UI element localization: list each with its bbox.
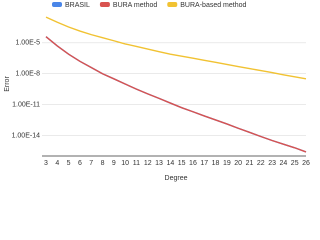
x-tick-label: 23 (268, 160, 276, 167)
x-tick-label: 15 (178, 160, 186, 167)
x-tick-label: 7 (89, 160, 93, 167)
x-tick-label: 8 (101, 160, 105, 167)
y-tick-label: 1.00E-8 (15, 71, 40, 78)
chart: Degree Error 1.00E-5 1.00E-8 1.00E-11 1.00E… (4, 2, 310, 182)
x-tick-label: 3 (44, 160, 48, 167)
y-tick-label: 1.00E-14 (12, 132, 41, 139)
x-tick-label: 5 (67, 160, 71, 167)
x-axis-label: Degree (165, 175, 188, 182)
legend-label: BURA method (113, 2, 157, 9)
x-tick-label: 4 (55, 160, 59, 167)
legend-swatch (167, 2, 178, 7)
x-tick-label: 9 (112, 160, 116, 167)
x-tick-label: 22 (257, 160, 265, 167)
x-tick-label: 26 (302, 160, 310, 167)
y-axis-label: Error (4, 76, 11, 92)
series-line (45, 36, 307, 153)
series-line (45, 36, 307, 153)
x-tick-label: 25 (291, 160, 299, 167)
legend-label: BURA-based method (180, 2, 246, 9)
x-tick-label: 11 (133, 160, 140, 167)
legend-swatch (99, 2, 110, 7)
y-tick-label: 1.00E-5 (15, 40, 40, 47)
x-tick-label: 13 (155, 160, 163, 167)
y-tick-label: 1.00E-11 (12, 101, 40, 108)
legend-swatch (52, 2, 62, 7)
x-tick-label: 18 (212, 160, 220, 167)
legend-label: BRASIL (65, 2, 90, 9)
x-tick-label: 17 (200, 160, 208, 167)
x-tick-label: 14 (166, 160, 174, 167)
series-line (45, 16, 307, 80)
x-tick-label: 10 (121, 160, 129, 167)
x-tick-label: 6 (78, 160, 82, 167)
x-tick-label: 21 (246, 160, 254, 167)
x-tick-label: 24 (279, 160, 287, 167)
x-tick-label: 19 (223, 160, 231, 167)
x-tick-label: 20 (234, 160, 242, 167)
x-tick-label: 16 (189, 160, 197, 167)
x-tick-label: 12 (144, 160, 152, 167)
